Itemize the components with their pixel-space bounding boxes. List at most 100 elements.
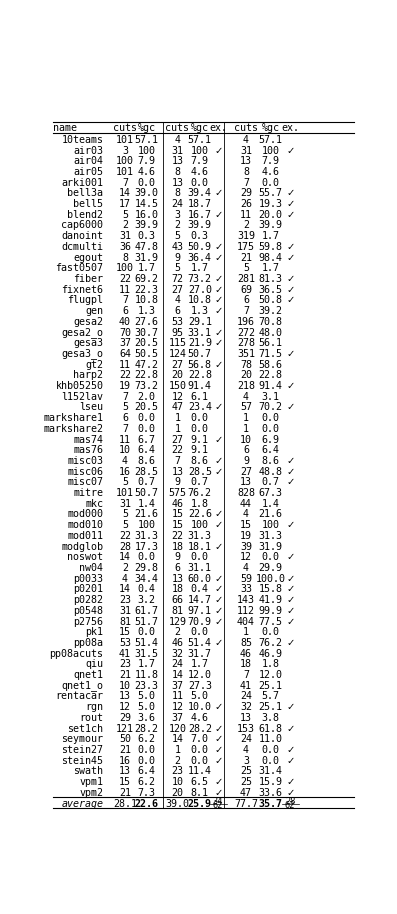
Text: 0.0: 0.0 (191, 413, 209, 423)
Text: 10teams: 10teams (62, 135, 104, 144)
Text: 1.8: 1.8 (191, 499, 209, 509)
Text: 4: 4 (174, 135, 180, 144)
Text: 18: 18 (240, 659, 252, 669)
Text: 20: 20 (172, 370, 183, 380)
Text: 29.1: 29.1 (188, 317, 212, 327)
Text: ✓: ✓ (286, 242, 295, 252)
Text: ✓: ✓ (214, 638, 222, 648)
Text: ✓: ✓ (286, 274, 295, 284)
Text: 10.8: 10.8 (135, 295, 158, 305)
Text: 0.7: 0.7 (262, 477, 279, 487)
Text: 5: 5 (243, 263, 249, 273)
Text: 78: 78 (240, 359, 252, 369)
Text: 9: 9 (174, 252, 180, 262)
Text: 25.9: 25.9 (188, 799, 212, 809)
Text: 28.5: 28.5 (135, 467, 158, 477)
Text: 37: 37 (119, 338, 131, 348)
Text: 76.2: 76.2 (258, 638, 283, 648)
Text: 21.6: 21.6 (135, 509, 158, 519)
Text: 11: 11 (119, 359, 131, 369)
Text: 4: 4 (243, 745, 249, 755)
Text: 1.4: 1.4 (137, 499, 156, 509)
Text: ✓: ✓ (214, 574, 222, 584)
Text: 4: 4 (243, 135, 249, 144)
Text: 70.8: 70.8 (258, 317, 283, 327)
Text: 46: 46 (172, 499, 183, 509)
Text: 41: 41 (240, 681, 252, 691)
Text: p0033: p0033 (73, 574, 104, 584)
Text: 6: 6 (174, 563, 180, 573)
Text: ✓: ✓ (214, 306, 222, 316)
Text: 18.7: 18.7 (188, 199, 212, 209)
Text: 100.0: 100.0 (256, 574, 285, 584)
Text: 3: 3 (122, 145, 128, 155)
Text: ✓: ✓ (286, 788, 295, 798)
Text: ✓: ✓ (214, 595, 222, 605)
Text: ✓: ✓ (214, 210, 222, 219)
Text: 281: 281 (237, 274, 255, 284)
Text: ✓: ✓ (286, 381, 295, 391)
Text: 0.0: 0.0 (191, 745, 209, 755)
Text: 101: 101 (116, 488, 134, 498)
Text: ✓: ✓ (286, 745, 295, 755)
Text: ✓: ✓ (214, 359, 222, 369)
Text: 5: 5 (122, 520, 128, 530)
Text: fiber: fiber (73, 274, 104, 284)
Text: 15.8: 15.8 (258, 584, 283, 594)
Text: 4.6: 4.6 (262, 167, 279, 177)
Text: 8: 8 (122, 252, 128, 262)
Text: ✓: ✓ (286, 606, 295, 616)
Text: 351: 351 (237, 349, 255, 359)
Text: 1.8: 1.8 (262, 659, 279, 669)
Text: 10: 10 (172, 777, 183, 787)
Text: 60.0: 60.0 (188, 574, 212, 584)
Text: 28: 28 (285, 797, 295, 806)
Text: 31.3: 31.3 (188, 531, 212, 541)
Text: 16: 16 (119, 467, 131, 477)
Text: 11: 11 (240, 210, 252, 219)
Text: 0.0: 0.0 (137, 413, 156, 423)
Text: noswot: noswot (67, 552, 104, 562)
Text: 6.4: 6.4 (262, 445, 279, 455)
Text: 1: 1 (174, 424, 180, 434)
Text: 72: 72 (172, 274, 183, 284)
Text: 31.1: 31.1 (188, 563, 212, 573)
Text: ✓: ✓ (214, 788, 222, 798)
Text: 15: 15 (119, 777, 131, 787)
Text: 153: 153 (237, 724, 255, 734)
Text: stein27: stein27 (62, 745, 104, 755)
Text: ✓: ✓ (214, 456, 222, 466)
Text: 21: 21 (119, 670, 131, 680)
Text: 50.5: 50.5 (135, 349, 158, 359)
Text: 10: 10 (119, 681, 131, 691)
Text: ✓: ✓ (286, 617, 295, 626)
Text: 319: 319 (237, 231, 255, 241)
Text: ex.: ex. (281, 123, 299, 133)
Text: 77.5: 77.5 (258, 617, 283, 626)
Text: 15: 15 (172, 509, 183, 519)
Text: 11.8: 11.8 (135, 670, 158, 680)
Text: 7: 7 (174, 456, 180, 466)
Text: 0.0: 0.0 (262, 745, 279, 755)
Text: 150: 150 (168, 381, 186, 391)
Text: 0.0: 0.0 (137, 424, 156, 434)
Text: 31.5: 31.5 (135, 649, 158, 659)
Text: 46: 46 (172, 638, 183, 648)
Text: 22: 22 (119, 274, 131, 284)
Text: ✓: ✓ (214, 606, 222, 616)
Text: 31: 31 (172, 145, 183, 155)
Text: 1.4: 1.4 (262, 499, 279, 509)
Text: 0.7: 0.7 (191, 477, 209, 487)
Text: vpm1: vpm1 (79, 777, 104, 787)
Text: ✓: ✓ (214, 617, 222, 626)
Text: 6.2: 6.2 (137, 777, 156, 787)
Text: 7.9: 7.9 (262, 156, 279, 166)
Text: 101: 101 (116, 135, 134, 144)
Text: 143: 143 (237, 595, 255, 605)
Text: ✓: ✓ (286, 638, 295, 648)
Text: rgn: rgn (85, 702, 104, 712)
Text: 8: 8 (174, 188, 180, 198)
Text: misc07: misc07 (67, 477, 104, 487)
Text: 85: 85 (240, 638, 252, 648)
Text: 14: 14 (119, 584, 131, 594)
